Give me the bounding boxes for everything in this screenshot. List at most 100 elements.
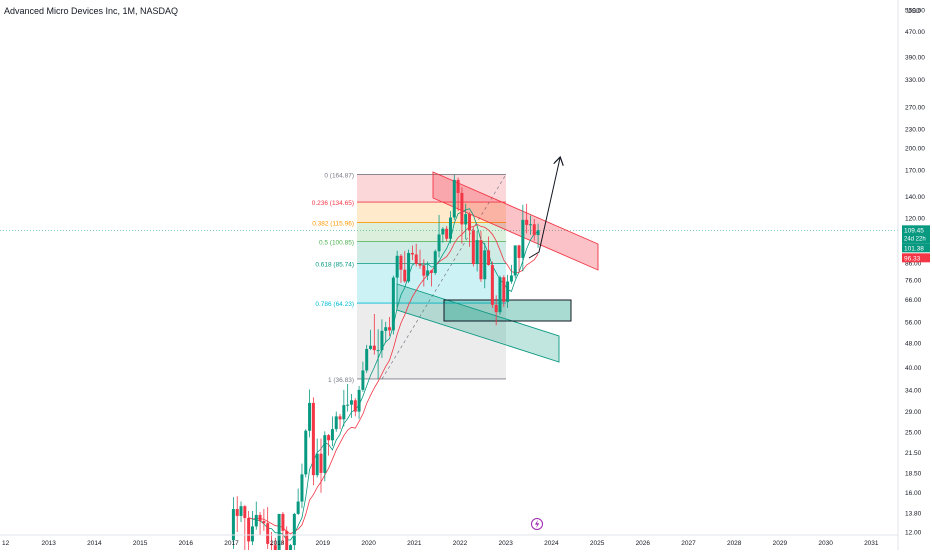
candle-body: [532, 224, 536, 236]
red-ma-badge-bg: [902, 253, 930, 263]
fib-level-label: 0 (164.87): [324, 172, 354, 179]
candle-body: [346, 404, 350, 406]
time-axis-label: 2021: [407, 540, 422, 547]
time-axis-label: 2022: [453, 540, 468, 547]
annotations[interactable]: [528, 158, 560, 530]
time-axis-label: 2028: [727, 540, 742, 547]
candle-body: [395, 255, 399, 278]
time-axis-label: 2013: [41, 540, 56, 547]
candle-body: [269, 543, 273, 546]
moving-average-red: [248, 224, 539, 535]
candle-body: [422, 265, 426, 276]
candle-body: [372, 345, 376, 351]
candle-body: [521, 219, 525, 258]
price-axis-tick: 86.00: [905, 261, 922, 268]
time-axis-label: 2014: [87, 540, 102, 547]
time-axis-label: 2026: [636, 540, 651, 547]
candle-body: [285, 530, 289, 555]
candle-body: [281, 513, 285, 531]
candle-body: [517, 245, 521, 258]
fib-level-label: 0.786 (64.23): [315, 301, 354, 308]
candle-body: [426, 270, 430, 276]
time-axis-label: 2031: [864, 540, 879, 547]
price-axis-tick: 48.00: [905, 340, 922, 347]
time-axis-label: 2019: [316, 540, 331, 547]
candle-body: [365, 348, 369, 371]
candle-body: [513, 245, 517, 276]
candle-body: [528, 224, 532, 226]
candle-body: [376, 350, 380, 352]
price-axis-tick: 230.00: [905, 126, 925, 133]
time-axis-label: 2017: [224, 540, 239, 547]
candle-body: [304, 430, 308, 475]
candle-body: [429, 270, 433, 273]
candle-body: [292, 513, 296, 546]
candle-body: [388, 327, 392, 331]
time-axis[interactable]: 12 2013 2014 2015 2016 2017 2018 2019 2020 2021 20…: [0, 534, 898, 547]
candle-body: [448, 217, 452, 239]
descending-channel-red[interactable]: [432, 171, 599, 271]
price-axis-tick: 140.00: [905, 194, 925, 201]
price-axis-tick: 56.00: [905, 319, 922, 326]
time-axis-label: 2018: [270, 540, 285, 547]
price-axis-tick: 34.00: [905, 387, 922, 394]
sma-badge-bg: [902, 243, 930, 253]
time-axis-label: 12: [2, 540, 10, 547]
candle-body: [498, 277, 502, 313]
price-axis-tick: 200.00: [905, 146, 925, 153]
descending-channel-teal[interactable]: [396, 283, 560, 363]
candle-body: [403, 269, 407, 282]
candle-body: [483, 250, 487, 280]
candle-body: [391, 277, 395, 331]
candle-body: [273, 545, 277, 553]
candle-body: [315, 453, 319, 476]
candle-body: [490, 264, 494, 305]
fib-level-label: 0.5 (100.85): [319, 239, 354, 246]
price-axis-tick: 76.00: [905, 278, 922, 285]
candle-body: [384, 327, 388, 331]
candle-body: [410, 252, 414, 255]
candle-body: [361, 370, 365, 390]
fib-zone: [357, 222, 506, 242]
symbol-title: Advanced Micro Devices Inc, 1M, NASDAQ: [4, 6, 179, 16]
time-axis-label: 2030: [818, 540, 833, 547]
price-axis-tick: 21.50: [905, 450, 922, 457]
candle-body: [338, 416, 342, 420]
candle-body: [311, 402, 315, 476]
candle-body: [296, 501, 300, 514]
candle-body: [231, 509, 235, 541]
candle-body: [262, 521, 266, 524]
candle-body: [433, 251, 437, 273]
price-axis-tick: 16.00: [905, 490, 922, 497]
candle-body: [369, 345, 373, 349]
time-axis-label: 2020: [361, 540, 376, 547]
candle-body: [494, 304, 498, 313]
price-axis-tick: 550.00: [905, 8, 925, 15]
candle-body: [509, 275, 513, 282]
time-axis-label: 2029: [773, 540, 788, 547]
candle-body: [414, 254, 418, 264]
candle-body: [468, 214, 472, 231]
countdown-badge: 24d 22h: [904, 236, 926, 242]
price-axis-tick: 120.00: [905, 215, 925, 222]
fib-trend-line[interactable]: [381, 174, 507, 380]
candle-body: [319, 453, 323, 473]
candle-body: [327, 435, 331, 441]
channel-drawings[interactable]: [396, 171, 599, 363]
fib-level-label: 0.382 (115.96): [312, 220, 354, 227]
time-axis-label: 2016: [179, 540, 194, 547]
time-axis-label: 2023: [498, 540, 513, 547]
candle-body: [247, 517, 251, 542]
candle-body: [502, 277, 506, 302]
candle-body: [445, 228, 449, 239]
candle-body: [250, 526, 254, 542]
candle-body: [380, 330, 384, 351]
red-ma-badge: 96.33: [904, 255, 921, 262]
projection-arrow[interactable]: [528, 158, 560, 259]
time-axis-label: 2027: [681, 540, 696, 547]
sma-badge: 101.38: [904, 245, 924, 252]
candle-body: [407, 252, 411, 282]
